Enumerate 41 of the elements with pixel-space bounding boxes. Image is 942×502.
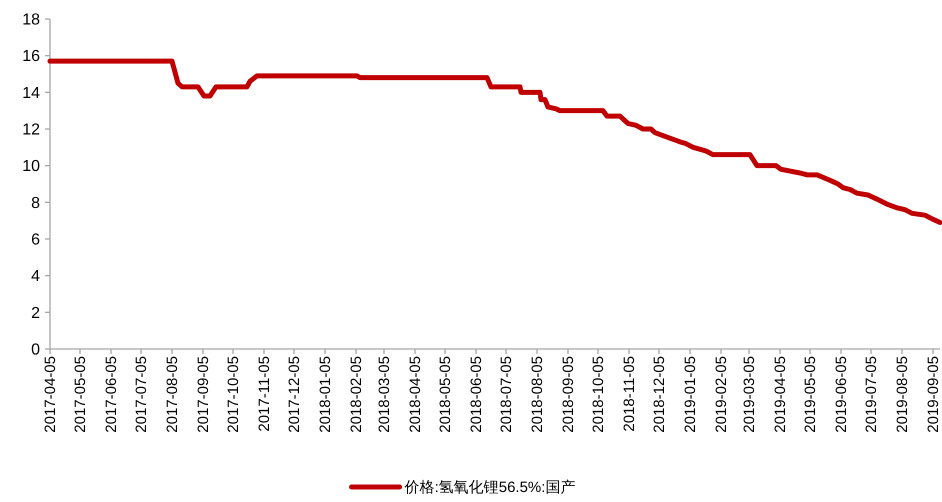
y-tick-label: 14: [22, 84, 40, 102]
y-tick-label: 10: [22, 158, 40, 176]
x-tick-label: 2019-01-05: [682, 356, 699, 433]
x-tick-label: 2018-08-05: [529, 356, 546, 433]
x-tick-label: 2017-09-05: [195, 356, 212, 433]
y-tick-label: 12: [22, 122, 40, 138]
x-tick-label: 2017-11-05: [256, 356, 273, 432]
x-tick-label: 2018-03-05: [376, 356, 393, 433]
legend-label: 价格:氢氧化锂56.5%:国产: [404, 479, 576, 496]
x-tick-label: 2018-09-05: [560, 356, 577, 433]
x-tick-label: 2018-04-05: [407, 356, 424, 433]
x-tick-label: 2018-06-05: [468, 356, 485, 433]
x-tick-label: 2018-07-05: [498, 356, 515, 433]
x-tick-label: 2018-05-05: [437, 356, 454, 433]
x-tick-label: 2018-12-05: [651, 356, 668, 433]
x-tick-label: 2017-04-05: [42, 356, 59, 433]
y-tick-label: 18: [22, 12, 40, 28]
x-tick-label: 2017-12-05: [286, 356, 303, 433]
x-tick-label: 2017-05-05: [72, 356, 89, 433]
x-tick-label: 2019-02-05: [713, 356, 730, 433]
x-tick-label: 2019-04-05: [772, 356, 789, 433]
y-tick-label: 4: [31, 268, 40, 286]
x-tick-label: 2017-08-05: [164, 356, 181, 433]
x-tick-label: 2018-02-05: [348, 356, 365, 433]
x-tick-label: 2019-05-05: [802, 356, 819, 433]
x-tick-label: 2017-07-05: [133, 356, 150, 433]
x-tick-label: 2019-09-05: [925, 356, 942, 433]
y-tick-label: 0: [31, 342, 40, 358]
x-tick-label: 2019-03-05: [741, 356, 758, 433]
y-tick-label: 8: [31, 194, 40, 212]
x-tick-label: 2017-10-05: [225, 356, 242, 433]
y-tick-label: 6: [31, 232, 40, 248]
x-tick-label: 2019-08-05: [894, 356, 911, 433]
x-tick-label: 2019-06-05: [833, 356, 850, 433]
x-tick-label: 2019-07-05: [863, 356, 880, 433]
x-tick-label: 2018-10-05: [590, 356, 607, 433]
x-tick-label: 2018-01-05: [317, 356, 334, 433]
x-tick-label: 2017-06-05: [103, 356, 120, 433]
x-tick-label: 2018-11-05: [621, 356, 638, 432]
y-tick-label: 16: [22, 48, 40, 66]
y-tick-label: 2: [31, 304, 40, 322]
